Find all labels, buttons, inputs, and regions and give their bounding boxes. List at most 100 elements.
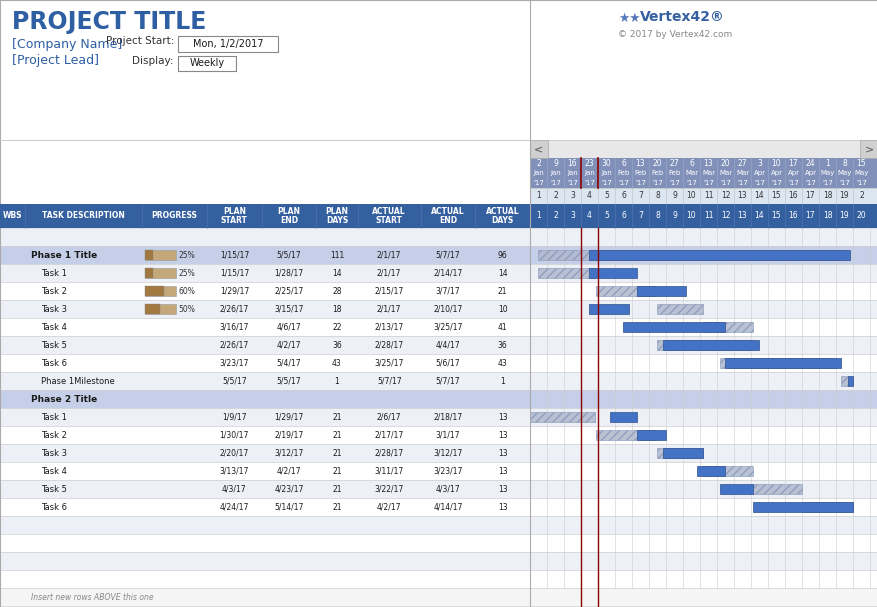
Text: 14: 14 bbox=[497, 268, 507, 277]
Text: 5/7/17: 5/7/17 bbox=[376, 376, 401, 385]
Bar bbox=[0, 462, 530, 480]
Text: 13: 13 bbox=[497, 449, 507, 458]
Text: 16: 16 bbox=[788, 211, 797, 220]
Text: 5/6/17: 5/6/17 bbox=[435, 359, 460, 367]
Text: 13: 13 bbox=[497, 484, 507, 493]
Text: 14: 14 bbox=[754, 191, 764, 200]
Text: Task 5: Task 5 bbox=[41, 484, 68, 493]
Text: 1: 1 bbox=[824, 159, 829, 168]
Text: Phase 2 Title: Phase 2 Title bbox=[32, 395, 97, 404]
Text: Mar: Mar bbox=[735, 170, 748, 176]
Text: 2/1/17: 2/1/17 bbox=[376, 268, 401, 277]
Text: [Company Name]: [Company Name] bbox=[12, 38, 122, 51]
Bar bbox=[720, 358, 835, 368]
Text: 2/28/17: 2/28/17 bbox=[374, 341, 403, 350]
Text: 3/1/17: 3/1/17 bbox=[435, 430, 460, 439]
Text: Task 2: Task 2 bbox=[41, 287, 68, 296]
Bar bbox=[530, 588, 877, 606]
Bar bbox=[702, 466, 752, 476]
Text: '17: '17 bbox=[838, 180, 849, 186]
Text: 2/19/17: 2/19/17 bbox=[274, 430, 303, 439]
Text: 3: 3 bbox=[569, 191, 574, 200]
Text: Jan: Jan bbox=[567, 170, 577, 176]
Text: 5/4/17: 5/4/17 bbox=[276, 359, 301, 367]
Text: >: > bbox=[865, 144, 873, 154]
Text: 23: 23 bbox=[584, 159, 594, 168]
Text: 12: 12 bbox=[720, 211, 730, 220]
Text: PLAN
DAYS: PLAN DAYS bbox=[325, 206, 348, 225]
Text: 2/25/17: 2/25/17 bbox=[274, 287, 303, 296]
Text: 2/17/17: 2/17/17 bbox=[374, 430, 403, 439]
Bar bbox=[0, 204, 530, 228]
Text: Feb: Feb bbox=[667, 170, 680, 176]
Text: 4/23/17: 4/23/17 bbox=[274, 484, 303, 493]
Text: 36: 36 bbox=[497, 341, 507, 350]
Text: 9: 9 bbox=[671, 191, 676, 200]
Bar bbox=[0, 498, 530, 516]
Bar bbox=[859, 140, 877, 158]
Text: '17: '17 bbox=[634, 180, 645, 186]
Text: '17: '17 bbox=[668, 180, 679, 186]
Text: '17: '17 bbox=[788, 180, 798, 186]
Text: © 2017 by Vertex42.com: © 2017 by Vertex42.com bbox=[617, 30, 731, 39]
Text: 3/12/17: 3/12/17 bbox=[433, 449, 462, 458]
Text: PLAN
END: PLAN END bbox=[277, 206, 300, 225]
Text: 21: 21 bbox=[497, 287, 507, 296]
Bar bbox=[530, 570, 877, 588]
Text: 15: 15 bbox=[771, 191, 781, 200]
Text: 20: 20 bbox=[652, 159, 661, 168]
Text: 2/26/17: 2/26/17 bbox=[219, 305, 249, 313]
Text: 5/7/17: 5/7/17 bbox=[435, 376, 460, 385]
Text: 2: 2 bbox=[859, 191, 863, 200]
Text: 18: 18 bbox=[822, 211, 831, 220]
Text: 2/13/17: 2/13/17 bbox=[374, 322, 403, 331]
Bar bbox=[530, 300, 877, 318]
Text: 17: 17 bbox=[805, 191, 815, 200]
Text: 4/14/17: 4/14/17 bbox=[433, 503, 462, 512]
Bar bbox=[752, 484, 801, 494]
Bar bbox=[0, 516, 530, 534]
Bar bbox=[0, 426, 530, 444]
Text: 27: 27 bbox=[737, 159, 746, 168]
Text: 5/5/17: 5/5/17 bbox=[276, 376, 301, 385]
Text: 4/6/17: 4/6/17 bbox=[276, 322, 301, 331]
Bar bbox=[0, 336, 530, 354]
Bar bbox=[0, 552, 530, 570]
Text: Display:: Display: bbox=[132, 56, 174, 66]
Bar bbox=[581, 158, 597, 188]
Text: 13: 13 bbox=[497, 413, 507, 421]
Bar bbox=[595, 430, 657, 440]
Text: 10: 10 bbox=[686, 211, 695, 220]
Text: 2/15/17: 2/15/17 bbox=[374, 287, 403, 296]
Text: 6: 6 bbox=[620, 159, 625, 168]
Text: 3: 3 bbox=[569, 211, 574, 220]
Text: 1/29/17: 1/29/17 bbox=[274, 413, 303, 421]
Bar bbox=[0, 480, 530, 498]
Text: '17: '17 bbox=[652, 180, 662, 186]
Bar bbox=[752, 502, 852, 512]
Bar bbox=[662, 448, 702, 458]
Text: 16: 16 bbox=[567, 159, 577, 168]
Text: 13: 13 bbox=[702, 159, 712, 168]
Text: 3/13/17: 3/13/17 bbox=[219, 467, 249, 475]
Bar bbox=[702, 322, 752, 332]
Text: ACTUAL
END: ACTUAL END bbox=[431, 206, 465, 225]
Text: 60%: 60% bbox=[178, 287, 195, 296]
Text: Feb: Feb bbox=[634, 170, 645, 176]
Text: 13: 13 bbox=[497, 430, 507, 439]
Text: 2/28/17: 2/28/17 bbox=[374, 449, 403, 458]
Bar bbox=[0, 0, 877, 140]
Text: 13: 13 bbox=[737, 191, 746, 200]
Bar bbox=[530, 480, 877, 498]
Bar bbox=[530, 408, 877, 426]
Bar bbox=[530, 498, 877, 516]
Bar bbox=[801, 502, 852, 512]
Bar bbox=[145, 268, 153, 277]
Text: Feb: Feb bbox=[651, 170, 663, 176]
Text: 36: 36 bbox=[332, 341, 341, 350]
Bar bbox=[178, 36, 278, 52]
Text: 14: 14 bbox=[332, 268, 341, 277]
Bar bbox=[178, 56, 236, 71]
Text: 15: 15 bbox=[856, 159, 866, 168]
Text: 2: 2 bbox=[553, 211, 557, 220]
